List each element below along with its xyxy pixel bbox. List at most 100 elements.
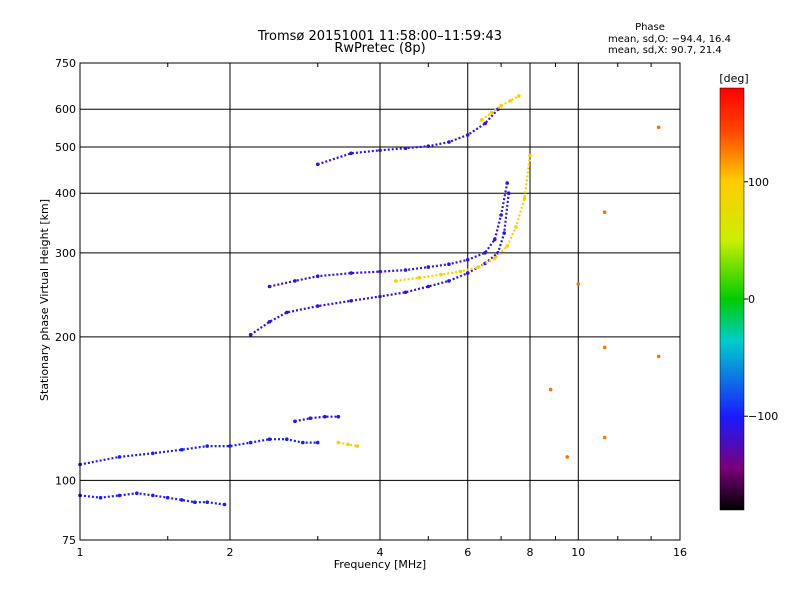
data-point (315, 162, 320, 167)
y-axis-label: Stationary phase Virtual Height [km] (38, 199, 51, 401)
data-point (117, 493, 122, 498)
data-point (548, 387, 553, 392)
trace-group (293, 414, 341, 424)
data-point (465, 271, 470, 275)
trace-line (317, 108, 499, 166)
data-point (426, 284, 431, 289)
data-point (336, 414, 341, 419)
trace-group (78, 491, 227, 507)
data-point (479, 118, 484, 122)
data-point (522, 196, 527, 201)
data-point (576, 282, 581, 286)
grid-layer (80, 63, 680, 540)
data-point (656, 125, 661, 130)
phase-stats-heading: Phase (635, 22, 665, 33)
trace-line (481, 94, 520, 121)
data-point (355, 444, 360, 448)
trace-line (395, 155, 532, 282)
trace-group (479, 94, 521, 122)
x-tick-label: 10 (571, 546, 585, 559)
data-point (267, 284, 272, 289)
data-point (308, 416, 313, 421)
data-point (465, 133, 470, 137)
data-point (565, 455, 569, 459)
data-point (528, 153, 532, 158)
data-point (656, 354, 661, 359)
x-axis-label: Frequency [MHz] (334, 558, 426, 571)
data-point (179, 447, 184, 452)
colorbar-ticks: 100 0 −100 (744, 176, 778, 423)
trace-group (336, 440, 360, 448)
x-tick-label: 6 (464, 546, 471, 559)
data-point (315, 440, 320, 445)
data-point (403, 268, 408, 272)
data-point (426, 265, 431, 269)
trace-group (548, 125, 661, 459)
data-point (393, 279, 398, 283)
colorbar-tick-label: 0 (748, 293, 755, 306)
y-tick-label: 750 (55, 57, 76, 70)
data-point (508, 99, 512, 103)
x-tick-label: 2 (227, 546, 234, 559)
data-point (193, 500, 197, 505)
trace-line (294, 415, 339, 423)
data-point (447, 140, 451, 144)
data-point (417, 275, 422, 280)
data-point (378, 294, 382, 299)
data-point (426, 144, 431, 148)
data-point (301, 440, 305, 445)
data-point (439, 272, 443, 277)
data-point (505, 181, 510, 185)
phase-stats-x: mean, sd,X: 90.7, 21.4 (608, 45, 722, 56)
data-point (349, 271, 353, 275)
data-point (483, 251, 487, 255)
data-point (514, 225, 518, 229)
trace-group (393, 153, 532, 283)
colorbar-label: [deg] (719, 72, 748, 85)
chart-subtitle: RwPretec (8p) (334, 41, 425, 56)
data-point (602, 435, 607, 440)
data-point (285, 310, 289, 315)
data-point (349, 151, 353, 156)
data-point (378, 148, 382, 153)
trace-group (315, 107, 500, 167)
data-point (476, 265, 481, 269)
trace-group (78, 437, 320, 467)
data-point (447, 262, 451, 267)
data-point (505, 244, 510, 248)
data-point (493, 256, 497, 261)
trace-line (79, 438, 318, 466)
data-point (293, 279, 297, 283)
data-points-layer (78, 94, 661, 507)
data-point (506, 191, 511, 195)
data-point (349, 299, 353, 303)
data-point (502, 231, 507, 235)
data-point (493, 237, 497, 242)
y-tick-label: 200 (55, 331, 76, 344)
data-point (465, 258, 470, 262)
data-point (248, 440, 253, 445)
data-point (315, 274, 320, 279)
data-point (403, 146, 408, 150)
colorbar-tick-label: 100 (748, 176, 769, 189)
y-tick-label: 100 (55, 474, 76, 487)
data-point (98, 495, 103, 500)
data-point (179, 498, 184, 502)
chart-title: Tromsø 20151001 11:58:00–11:59:43 (257, 29, 502, 44)
data-point (602, 345, 607, 350)
x-tick-label: 4 (377, 546, 384, 559)
data-point (135, 491, 139, 496)
data-point (285, 437, 289, 442)
data-point (248, 333, 253, 337)
phase-stats-o: mean, sd,O: −94.4, 16.4 (608, 34, 731, 45)
data-point (267, 320, 272, 324)
data-point (117, 455, 122, 459)
data-point (499, 104, 503, 108)
data-point (517, 94, 521, 98)
trace-group (248, 191, 511, 337)
x-tick-label: 16 (673, 546, 687, 559)
y-tick-label: 75 (62, 534, 76, 547)
tick-layer: 1 2 4 6 8 10 16 75 100 200 300 400 500 600 750 (55, 57, 687, 559)
data-point (323, 414, 327, 419)
data-point (447, 279, 451, 283)
